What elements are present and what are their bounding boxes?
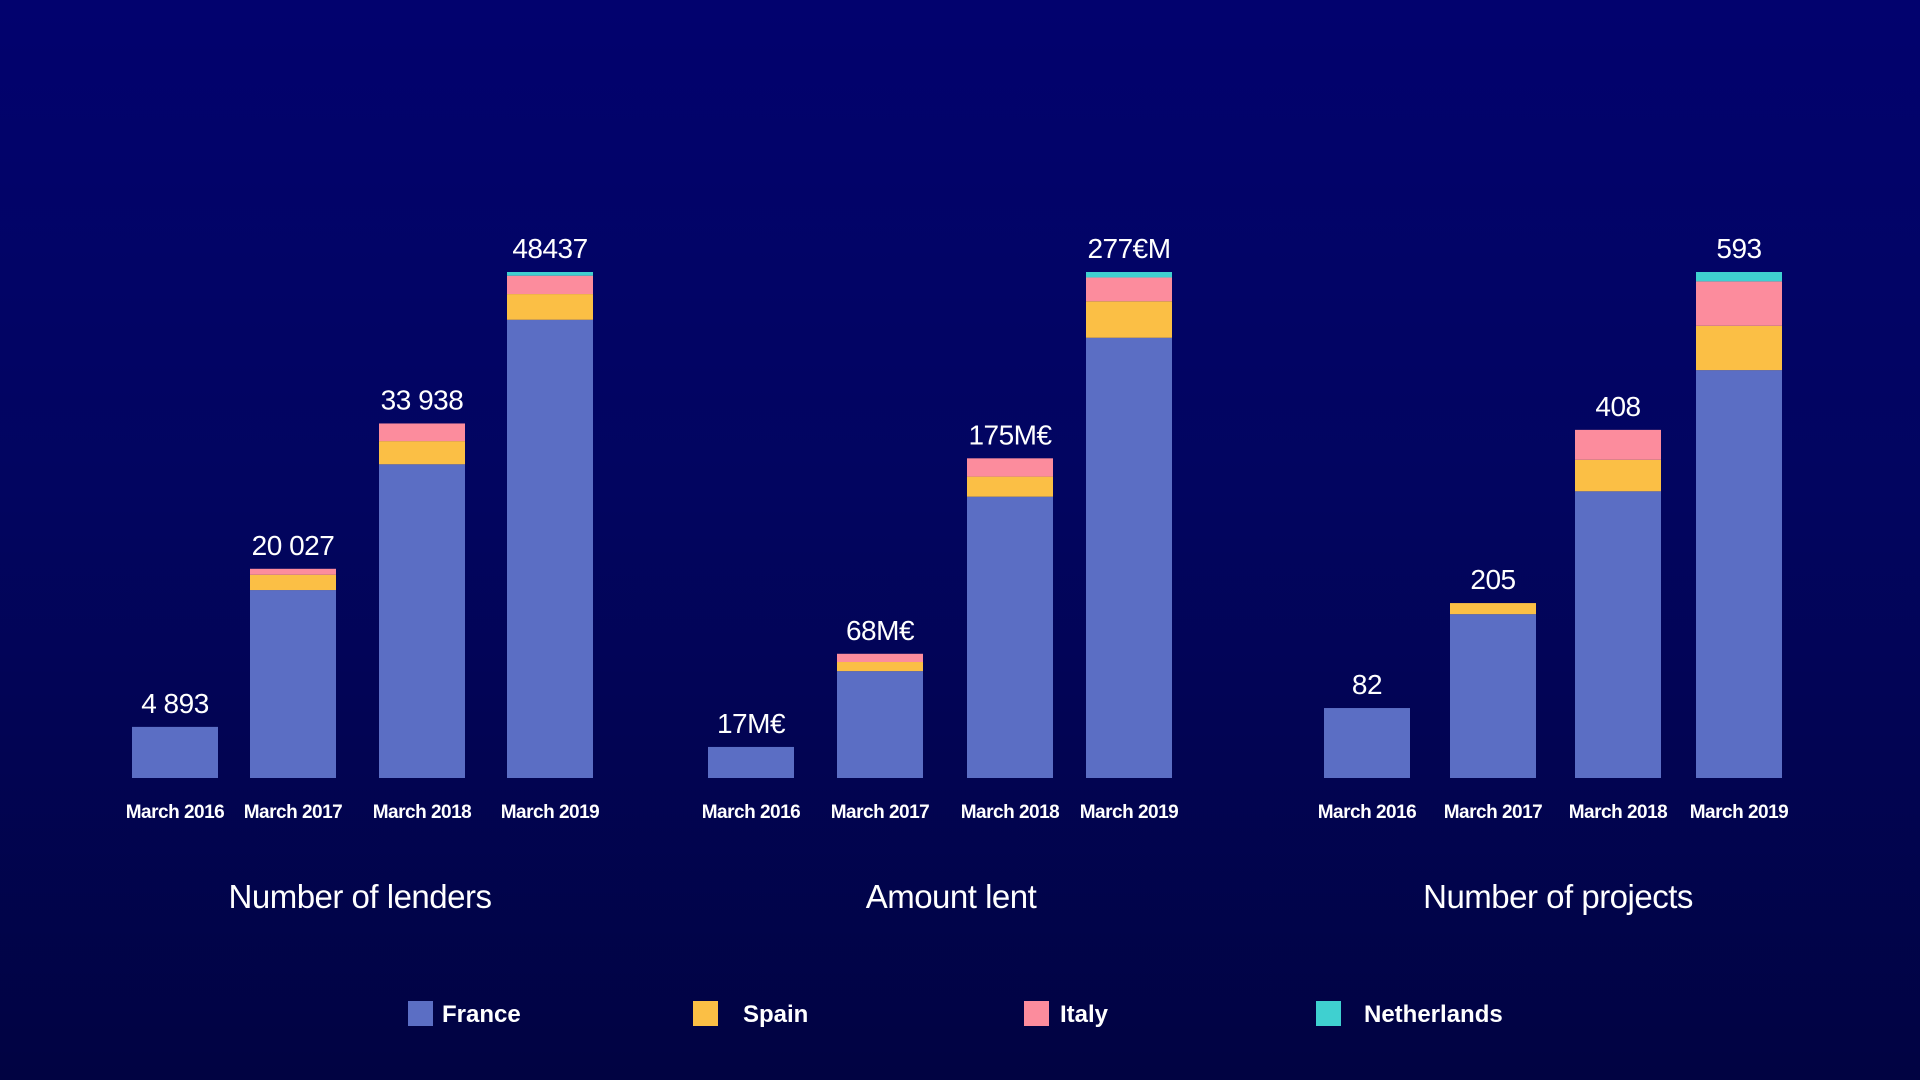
bar-segment — [967, 458, 1053, 477]
legend-label: Italy — [1060, 1001, 1109, 1028]
bar-segment — [250, 568, 336, 575]
bar-segment — [967, 476, 1053, 497]
legend-swatch — [693, 1001, 718, 1026]
bar-segment — [837, 662, 923, 672]
bar-segment — [379, 464, 465, 778]
bar-segment — [379, 423, 465, 442]
bar-segment — [1450, 614, 1536, 778]
chart-title: Number of projects — [1423, 878, 1693, 915]
x-tick-label: March 2016 — [126, 802, 225, 823]
x-tick-label: March 2017 — [1444, 802, 1543, 823]
legend-label: France — [442, 1001, 521, 1028]
total-label: 33 938 — [381, 384, 464, 415]
x-tick-label: March 2018 — [1569, 802, 1668, 823]
bar-segment — [250, 590, 336, 778]
bar-segment — [837, 671, 923, 778]
x-tick-label: March 2019 — [1080, 802, 1179, 823]
bar-segment — [1086, 272, 1172, 278]
chart-title: Number of lenders — [229, 878, 492, 915]
legend-label: Spain — [743, 1001, 808, 1028]
bar-segment — [1324, 708, 1410, 778]
bar-segment — [1696, 281, 1782, 326]
x-tick-label: March 2016 — [702, 802, 801, 823]
total-label: 277€M — [1087, 233, 1170, 264]
bar-segment — [1575, 459, 1661, 492]
bar-segment — [1450, 603, 1536, 615]
bar-segment — [1575, 429, 1661, 460]
legend-label: Netherlands — [1364, 1001, 1503, 1028]
legend-swatch — [408, 1001, 433, 1026]
bar-segment — [837, 653, 923, 663]
total-label: 593 — [1716, 233, 1761, 264]
x-tick-label: March 2018 — [373, 802, 472, 823]
total-label: 48437 — [512, 233, 587, 264]
legend-swatch — [1316, 1001, 1341, 1026]
x-tick-label: March 2017 — [831, 802, 930, 823]
total-label: 408 — [1595, 391, 1640, 422]
bar-segment — [507, 294, 593, 320]
total-label: 82 — [1352, 669, 1382, 700]
x-tick-label: March 2017 — [244, 802, 343, 823]
total-label: 20 027 — [252, 530, 335, 561]
bar-segment — [1696, 370, 1782, 778]
total-label: 68M€ — [846, 615, 915, 646]
bar-segment — [1086, 277, 1172, 302]
total-label: 17M€ — [717, 708, 786, 739]
bar-segment — [507, 272, 593, 276]
chart-title: Amount lent — [866, 878, 1037, 915]
total-label: 205 — [1470, 564, 1515, 595]
total-label: 175M€ — [968, 419, 1052, 450]
bar-segment — [250, 574, 336, 591]
bar-segment — [1086, 337, 1172, 778]
bar-segment — [1575, 491, 1661, 778]
bar-segment — [1086, 301, 1172, 338]
x-tick-label: March 2019 — [1690, 802, 1789, 823]
bar-segment — [507, 275, 593, 295]
x-tick-label: March 2016 — [1318, 802, 1417, 823]
x-tick-label: March 2019 — [501, 802, 600, 823]
bar-segment — [967, 496, 1053, 778]
bar-segment — [1696, 325, 1782, 371]
bar-segment — [1696, 272, 1782, 282]
total-label: 4 893 — [141, 688, 209, 719]
bar-segment — [507, 319, 593, 778]
bar-segment — [708, 746, 794, 778]
x-tick-label: March 2018 — [961, 802, 1060, 823]
bar-segment — [132, 726, 218, 778]
legend-swatch — [1024, 1001, 1049, 1026]
bar-segment — [379, 441, 465, 465]
